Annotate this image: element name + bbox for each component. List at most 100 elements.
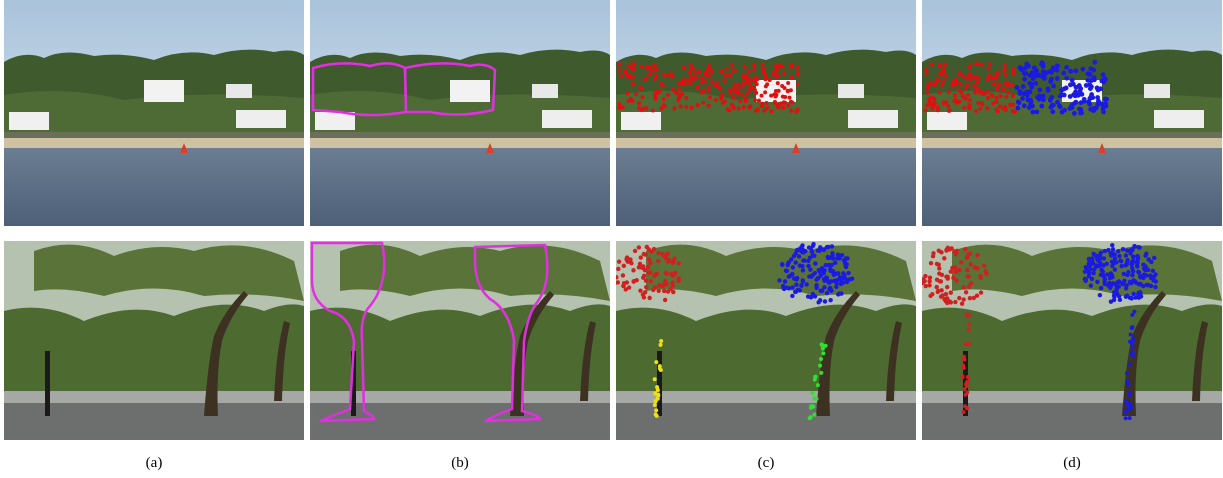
- point: [993, 75, 997, 79]
- point: [988, 62, 992, 66]
- point: [924, 68, 928, 72]
- point: [1153, 285, 1157, 289]
- point: [677, 92, 681, 96]
- captions: (a)(b)(c)(d): [146, 455, 1081, 471]
- point: [946, 246, 950, 250]
- point: [953, 300, 957, 304]
- point: [748, 82, 752, 86]
- point: [785, 269, 789, 273]
- point: [931, 254, 935, 258]
- point: [720, 70, 724, 74]
- point: [984, 272, 988, 276]
- point: [1042, 76, 1047, 81]
- point: [1021, 84, 1026, 89]
- point: [962, 366, 966, 370]
- point: [617, 102, 621, 106]
- point: [740, 93, 744, 97]
- point: [936, 108, 940, 112]
- point: [929, 261, 933, 265]
- point: [935, 285, 939, 289]
- point: [811, 292, 815, 296]
- point: [925, 103, 929, 107]
- point: [1116, 249, 1120, 253]
- point: [1128, 402, 1132, 406]
- point: [729, 92, 733, 96]
- point: [1110, 243, 1114, 247]
- point: [1099, 286, 1103, 290]
- point: [961, 297, 965, 301]
- point: [730, 103, 734, 107]
- point: [637, 101, 641, 105]
- point: [923, 274, 927, 278]
- point: [637, 245, 641, 249]
- point: [671, 74, 675, 78]
- point: [974, 109, 978, 113]
- point: [940, 84, 944, 88]
- point: [782, 72, 786, 76]
- point: [1018, 91, 1023, 96]
- point: [788, 96, 792, 100]
- point: [992, 82, 996, 86]
- point: [810, 250, 814, 254]
- point: [640, 65, 644, 69]
- point: [657, 289, 661, 293]
- point: [969, 75, 973, 79]
- point: [1127, 407, 1131, 411]
- point: [1123, 409, 1127, 413]
- point: [953, 93, 957, 97]
- point: [1153, 272, 1157, 276]
- point: [944, 275, 948, 279]
- point: [1091, 252, 1095, 256]
- point: [654, 73, 658, 77]
- point: [985, 106, 989, 110]
- point: [731, 96, 735, 100]
- point: [1154, 279, 1158, 283]
- point: [1064, 76, 1069, 81]
- point: [821, 269, 825, 273]
- point: [754, 91, 758, 95]
- point: [848, 277, 852, 281]
- point: [616, 267, 620, 271]
- point: [1073, 90, 1078, 95]
- point: [703, 80, 707, 84]
- point: [1088, 86, 1093, 91]
- point: [697, 70, 701, 74]
- point: [1110, 251, 1114, 255]
- point: [1131, 269, 1135, 273]
- point: [1126, 383, 1130, 387]
- point: [641, 95, 645, 99]
- point: [962, 355, 966, 359]
- point: [645, 65, 649, 69]
- point: [1136, 256, 1140, 260]
- point: [1151, 269, 1155, 273]
- point: [823, 299, 827, 303]
- point: [1130, 247, 1134, 251]
- point: [1095, 280, 1099, 284]
- point: [1029, 82, 1034, 87]
- point: [966, 375, 970, 379]
- point: [743, 65, 747, 69]
- point: [1133, 279, 1137, 283]
- point: [721, 101, 725, 105]
- top-image: [922, 0, 1222, 226]
- point: [622, 281, 626, 285]
- point: [935, 78, 939, 82]
- point: [689, 68, 693, 72]
- point: [1070, 78, 1075, 83]
- point: [647, 257, 651, 261]
- point: [640, 266, 644, 270]
- point: [1046, 88, 1051, 93]
- point: [656, 394, 660, 398]
- point: [796, 72, 800, 76]
- point: [656, 259, 660, 263]
- point: [622, 264, 626, 268]
- point: [701, 101, 705, 105]
- point: [625, 257, 629, 261]
- point: [684, 105, 688, 109]
- point: [965, 406, 969, 410]
- point: [949, 290, 953, 294]
- point: [800, 264, 804, 268]
- point: [980, 101, 984, 105]
- point: [733, 68, 737, 72]
- point: [661, 84, 665, 88]
